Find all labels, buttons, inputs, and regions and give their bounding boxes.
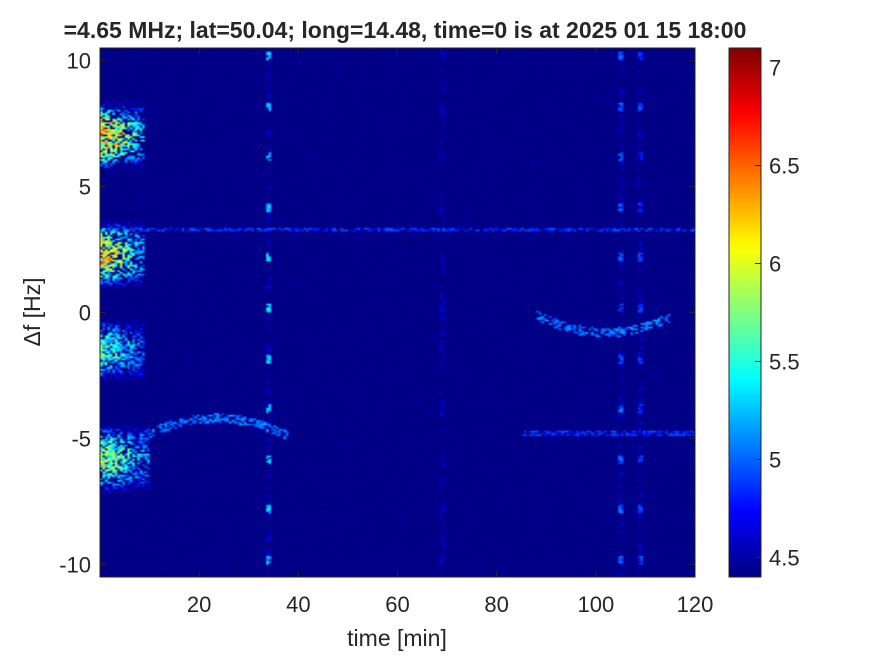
plot-area bbox=[99, 47, 696, 578]
x-tick-label: 40 bbox=[286, 592, 310, 617]
y-tick-label: 5 bbox=[79, 175, 91, 200]
y-tick-label: -10 bbox=[59, 552, 91, 577]
x-tick-label: 60 bbox=[385, 592, 409, 617]
colorbar-gradient bbox=[729, 48, 761, 577]
y-tick-label: 10 bbox=[67, 49, 91, 74]
colorbar-tick-label: 4.5 bbox=[769, 545, 800, 570]
x-tick-label: 20 bbox=[187, 592, 211, 617]
colorbar-tick-label: 7 bbox=[769, 56, 781, 81]
colorbar-frame bbox=[728, 47, 762, 578]
colorbar-tick-label: 5 bbox=[769, 447, 781, 472]
y-axis-ticks: -10 -5 0 5 10 bbox=[59, 49, 695, 577]
y-tick-label: 0 bbox=[79, 301, 91, 326]
colorbar: 4.5 5 5.5 6 6.5 7 bbox=[728, 47, 800, 578]
x-axis-label: time [min] bbox=[347, 625, 447, 651]
heatmap-image bbox=[100, 48, 695, 577]
x-tick-label: 120 bbox=[677, 592, 714, 617]
colorbar-tick-label: 5.5 bbox=[769, 349, 800, 374]
chart-title: =4.65 MHz; lat=50.04; long=14.48, time=0… bbox=[64, 17, 747, 43]
x-tick-label: 100 bbox=[577, 592, 614, 617]
x-axis-ticks: 20 40 60 80 100 120 bbox=[187, 48, 713, 617]
y-axis-label: Δf [Hz] bbox=[19, 277, 45, 346]
y-tick-label: -5 bbox=[71, 426, 91, 451]
colorbar-ticks: 4.5 5 5.5 6 6.5 7 bbox=[755, 56, 800, 570]
colorbar-tick-label: 6 bbox=[769, 252, 781, 277]
colorbar-tick-label: 6.5 bbox=[769, 154, 800, 179]
x-tick-label: 80 bbox=[484, 592, 508, 617]
